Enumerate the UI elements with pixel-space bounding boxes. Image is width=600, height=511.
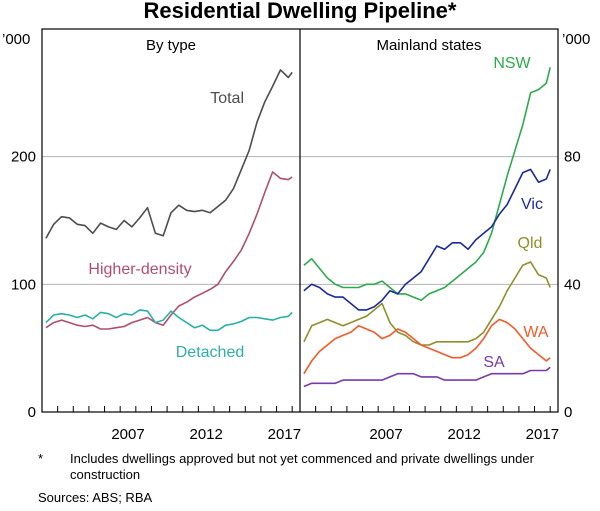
x-tick-label: 2012: [447, 426, 480, 443]
footnote: * Includes dwellings approved but not ye…: [38, 451, 568, 483]
chart-title: Residential Dwelling Pipeline*: [144, 0, 457, 23]
x-tick-label: 2012: [189, 426, 222, 443]
series-line-detached: [45, 309, 293, 332]
y-tick-label: 200: [11, 149, 36, 166]
series-label-vic: Vic: [521, 196, 543, 213]
panel-by-type: 2007 2012 2017 0 100 200 ’000 By type Total Highe…: [2, 31, 301, 443]
y-tick-label: 0: [564, 404, 572, 421]
series-label-nsw: NSW: [493, 55, 531, 72]
panel-title: By type: [146, 37, 196, 54]
footnote-text: Includes dwellings approved but not yet …: [70, 451, 534, 482]
series-label-total: Total: [210, 90, 244, 107]
y-tick-label: 100: [11, 276, 36, 293]
series-label-qld: Qld: [518, 235, 543, 252]
footnote-mark: *: [38, 451, 44, 466]
x-tick-label: 2017: [268, 426, 301, 443]
series-line-qld: [303, 261, 551, 346]
series-label-wa: WA: [523, 324, 549, 341]
y-axis-unit-label: ’000: [2, 31, 30, 48]
chart-panels: 2007 2012 2017 0 100 200 ’000 By type Total Highe…: [2, 28, 590, 443]
y-axis-unit-label: ’000: [562, 31, 590, 48]
series-line-wa: [303, 318, 551, 375]
x-tick-label: 2017: [526, 426, 559, 443]
series-label-detached: Detached: [176, 344, 245, 361]
series-line-nsw: [303, 67, 551, 302]
panel-mainland-states: 2007 2012 2017 0 40 80 ’000 Mainland states NSW V…: [299, 31, 590, 443]
y-tick-label: 80: [564, 149, 581, 166]
x-tick-label: 2007: [111, 426, 144, 443]
series-line-vic: [303, 168, 551, 311]
y-tick-label: 40: [564, 276, 581, 293]
series-line-sa: [303, 366, 551, 388]
series-label-higher-density: Higher-density: [88, 261, 191, 278]
series-line-total: [45, 69, 293, 239]
series-line-higher-density: [45, 171, 293, 330]
x-tick-label: 2007: [369, 426, 402, 443]
y-tick-label: 0: [28, 404, 36, 421]
series-label-sa: SA: [483, 354, 505, 371]
panel-title: Mainland states: [376, 37, 481, 54]
sources-note: Sources: ABS; RBA: [38, 490, 153, 505]
